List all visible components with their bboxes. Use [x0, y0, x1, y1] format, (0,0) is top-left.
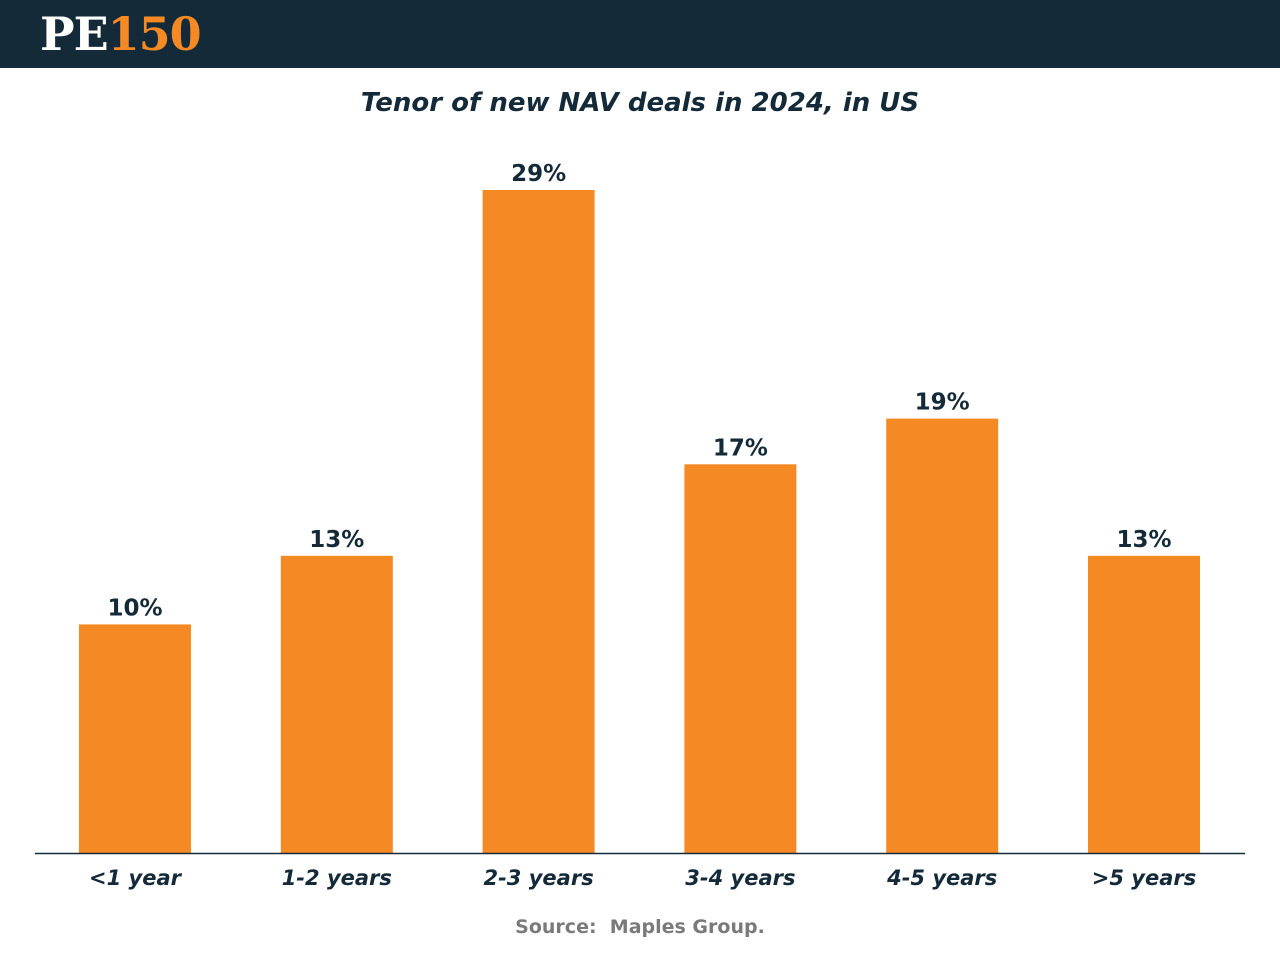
bar-value-label-3: 17% [713, 435, 768, 461]
bar-value-label-4: 19% [915, 390, 970, 416]
bar-2[interactable] [482, 190, 595, 853]
bar-1[interactable] [280, 555, 393, 853]
bar-5[interactable] [1088, 555, 1200, 853]
x-tick-label-4: 4-5 years [886, 866, 997, 890]
bar-value-label-5: 13% [1116, 527, 1171, 553]
bar-value-label-0: 10% [107, 595, 162, 621]
x-tick-label-0: <1 year [89, 866, 183, 890]
bar-value-label-1: 13% [309, 527, 364, 553]
bar-3[interactable] [684, 464, 797, 853]
logo-pe-text: PE [40, 7, 109, 61]
source-note: Source: Maples Group. [515, 916, 765, 938]
x-tick-label-1: 1-2 years [282, 866, 392, 890]
x-tick-label-3: 3-4 years [685, 866, 795, 890]
pe150-logo[interactable]: PE150 [40, 7, 202, 61]
chart-title: Tenor of new NAV deals in 2024, in US [360, 88, 920, 118]
bar-0[interactable] [79, 624, 191, 853]
bar-value-label-2: 29% [511, 161, 566, 187]
x-tick-label-5: >5 years [1092, 866, 1196, 890]
logo-number-text: 150 [107, 7, 202, 61]
x-tick-label-2: 2-3 years [483, 866, 593, 890]
header-bar: PE150 [0, 0, 1280, 68]
bar-4[interactable] [886, 418, 999, 853]
